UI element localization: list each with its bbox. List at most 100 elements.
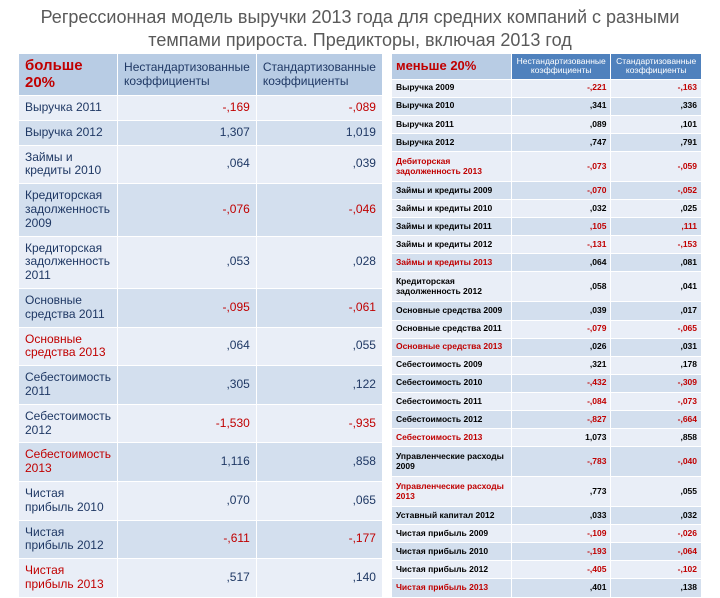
row-v1: ,747 [511,133,611,151]
row-v1: -,079 [511,320,611,338]
row-v2: ,858 [256,443,382,482]
row-v2: -,309 [611,374,702,392]
row-v1: ,039 [511,302,611,320]
row-v2: -,040 [611,447,702,477]
row-label: Займы и кредиты 2010 [391,200,511,218]
row-v1: ,070 [118,481,257,520]
row-v2: -,153 [611,236,702,254]
row-v2: -,177 [256,520,382,559]
left-table: больше 20% Нестандартизованные коэффицие… [18,53,383,598]
table-row: Кредиторская задолженность 2012,058,041 [391,272,701,302]
row-v1: -,095 [118,288,257,327]
row-label: Выручка 2010 [391,97,511,115]
row-v1: -,405 [511,561,611,579]
left-h2: Стандартизованные коэффициенты [256,54,382,96]
row-v1: -,611 [118,520,257,559]
table-row: Дебиторская задолженность 2013-,073-,059 [391,152,701,182]
row-label: Себестоимость 2009 [391,356,511,374]
table-row: Себестоимость 2011,305,122 [19,366,383,405]
row-v1: ,033 [511,507,611,525]
table-row: Чистая прибыль 2012-,405-,102 [391,561,701,579]
row-v2: ,081 [611,254,702,272]
row-v2: ,055 [256,327,382,366]
row-v1: -,131 [511,236,611,254]
table-row: Основные средства 2009,039,017 [391,302,701,320]
right-h1: Нестандартизованные коэффициенты [511,54,611,80]
row-label: Себестоимость 2013 [391,429,511,447]
row-label: Основные средства 2013 [391,338,511,356]
row-v1: -,070 [511,182,611,200]
row-v2: ,055 [611,477,702,507]
page-title: Регрессионная модель выручки 2013 года д… [0,0,720,53]
table-row: Займы и кредиты 2010,064,039 [19,145,383,184]
row-label: Займы и кредиты 2009 [391,182,511,200]
row-label: Займы и кредиты 2013 [391,254,511,272]
table-row: Себестоимость 20131,116,858 [19,443,383,482]
row-v2: ,791 [611,133,702,151]
row-v1: -,432 [511,374,611,392]
row-v1: 1,116 [118,443,257,482]
row-v1: ,058 [511,272,611,302]
row-label: Выручка 2011 [391,115,511,133]
row-v1: ,305 [118,366,257,405]
row-v1: ,105 [511,218,611,236]
table-row: Займы и кредиты 2009-,070-,052 [391,182,701,200]
row-v1: 1,073 [511,429,611,447]
table-row: Выручка 2011-,169-,089 [19,96,383,121]
row-v1: ,401 [511,579,611,597]
row-v1: -,221 [511,79,611,97]
row-v1: -,193 [511,543,611,561]
row-label: Основные средства 2013 [19,327,118,366]
left-h1: Нестандартизованные коэффициенты [118,54,257,96]
row-label: Чистая прибыль 2009 [391,525,511,543]
row-v2: ,336 [611,97,702,115]
table-row: Себестоимость 2012-1,530-,935 [19,404,383,443]
table-row: Чистая прибыль 2013,517,140 [19,559,383,598]
row-v1: -,073 [511,152,611,182]
row-label: Чистая прибыль 2010 [19,481,118,520]
row-label: Себестоимость 2011 [19,366,118,405]
row-v2: ,138 [611,579,702,597]
row-v2: ,041 [611,272,702,302]
row-v2: ,140 [256,559,382,598]
row-v1: ,089 [511,115,611,133]
row-v2: -,163 [611,79,702,97]
row-v1: 1,307 [118,120,257,145]
row-label: Выручка 2012 [391,133,511,151]
row-v2: ,065 [256,481,382,520]
row-label: Займы и кредиты 2010 [19,145,118,184]
row-v1: -,783 [511,447,611,477]
table-row: Выручка 20121,3071,019 [19,120,383,145]
right-table: меньше 20% Нестандартизованные коэффицие… [391,53,702,598]
row-label: Управленческие расходы 2009 [391,447,511,477]
row-label: Займы и кредиты 2012 [391,236,511,254]
table-row: Основные средства 2011-,079-,065 [391,320,701,338]
row-v1: ,321 [511,356,611,374]
table-row: Кредиторская задолженность 2011,053,028 [19,236,383,288]
table-row: Выручка 2009-,221-,163 [391,79,701,97]
table-row: Займы и кредиты 2011,105,111 [391,218,701,236]
row-label: Управленческие расходы 2013 [391,477,511,507]
row-v2: ,031 [611,338,702,356]
table-row: Займы и кредиты 2012-,131-,153 [391,236,701,254]
row-label: Основные средства 2011 [19,288,118,327]
row-v1: -,827 [511,410,611,428]
table-row: Себестоимость 2012-,827-,664 [391,410,701,428]
row-v2: ,122 [256,366,382,405]
row-label: Чистая прибыль 2013 [19,559,118,598]
row-v2: -,061 [256,288,382,327]
table-row: Себестоимость 2010-,432-,309 [391,374,701,392]
row-v1: ,053 [118,236,257,288]
row-label: Себестоимость 2010 [391,374,511,392]
table-row: Управленческие расходы 2013,773,055 [391,477,701,507]
table-row: Кредиторская задолженность 2009-,076-,04… [19,184,383,236]
row-label: Чистая прибыль 2012 [19,520,118,559]
row-v2: ,101 [611,115,702,133]
row-label: Выручка 2011 [19,96,118,121]
row-v2: ,028 [256,236,382,288]
table-row: Чистая прибыль 2012-,611-,177 [19,520,383,559]
row-v2: -,073 [611,392,702,410]
row-v1: ,341 [511,97,611,115]
row-v2: ,032 [611,507,702,525]
row-v1: -,169 [118,96,257,121]
